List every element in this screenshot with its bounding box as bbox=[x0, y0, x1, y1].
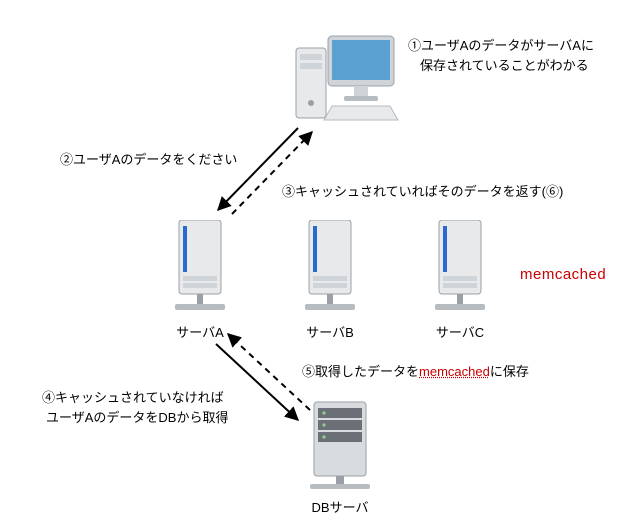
step5-red: memcached bbox=[419, 364, 490, 379]
server-b: サーバB bbox=[295, 220, 365, 341]
step2: ②ユーザAのデータをください bbox=[60, 150, 237, 170]
server-icon bbox=[425, 220, 495, 315]
step5-pre: ⑤取得したデータを bbox=[302, 364, 419, 379]
server-a: サーバA bbox=[165, 220, 235, 341]
step3: ③キャッシュされていればそのデータを返す(⑥) bbox=[282, 182, 563, 202]
step5-post: に保存 bbox=[490, 364, 529, 379]
server-c: サーバC bbox=[425, 220, 495, 341]
step5: ⑤取得したデータをmemcachedに保存 bbox=[302, 362, 529, 382]
server-a-label: サーバA bbox=[165, 322, 235, 341]
step4-line2: ユーザAのデータをDBから取得 bbox=[46, 408, 228, 428]
client-pc bbox=[290, 30, 400, 133]
server-icon bbox=[165, 220, 235, 315]
step1-line2: 保存されていることがわかる bbox=[420, 56, 589, 76]
step1-line1: ①ユーザAのデータがサーバAに bbox=[408, 36, 594, 56]
memcached-label: memcached bbox=[520, 266, 606, 283]
db-server-label: DBサーバ bbox=[300, 497, 380, 516]
step4-line1: ④キャッシュされていなければ bbox=[42, 388, 224, 408]
server-b-label: サーバB bbox=[295, 322, 365, 341]
db-server-icon bbox=[300, 400, 380, 490]
pc-icon bbox=[290, 30, 400, 130]
server-c-label: サーバC bbox=[425, 322, 495, 341]
db-server: DBサーバ bbox=[300, 400, 380, 516]
server-icon bbox=[295, 220, 365, 315]
